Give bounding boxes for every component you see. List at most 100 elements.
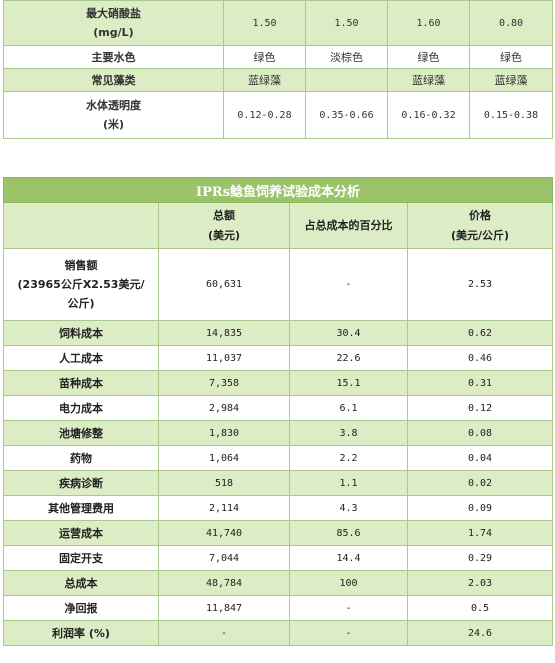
table-row: 其他管理费用 2,114 4.3 0.09 [3,495,554,521]
row-label-line: 销售额 [64,259,98,272]
table-row: 最大硝酸盐 (mg/L) 1.50 1.50 1.60 0.80 [3,0,553,46]
row-label-line: (米) [102,118,125,131]
header-total-label: 总额 [213,208,235,222]
cell-total: 60,631 [158,248,290,321]
table-row: 饲料成本 14,835 30.4 0.62 [3,320,554,346]
row-label: 常见藻类 [3,68,224,92]
table-cell: 蓝绿藻 [223,68,306,92]
header-total: 总额 (美元) [158,202,290,249]
row-label-line: 水体透明度 [86,99,141,112]
table-row: 疾病诊断 518 1.1 0.02 [3,470,554,496]
table-cell: 0.16-0.32 [387,91,470,139]
row-label: 总成本 [3,570,159,596]
row-label: 销售额 (23965公斤X2.53美元/公斤) [3,248,159,321]
cell-price: 2.53 [406,248,554,321]
cell-total: 1,830 [158,420,290,446]
cell-total: 7,044 [158,545,290,571]
header-percent: 占总成本的百分比 [289,202,408,249]
row-label-line: (mg/L) [93,26,134,39]
row-label-line: 公斤) [67,297,95,310]
row-label: 最大硝酸盐 (mg/L) [3,0,224,46]
cell-price: 0.46 [406,345,554,371]
table-cell: 绿色 [469,45,553,69]
row-label-line: 固定开支 [59,551,103,565]
row-label-line: 人工成本 [59,351,103,365]
table-row: 水体透明度 (米) 0.12-0.28 0.35-0.66 0.16-0.32 0.15-… [3,91,553,139]
cost-analysis-table: IPRs鲶鱼饲养试验成本分析 总额 (美元) 占总成本的百分比 价格 (美元/公… [2,177,554,646]
cell-price: 0.02 [406,470,554,496]
row-label: 其他管理费用 [3,495,159,521]
cell-price: 0.09 [406,495,554,521]
water-quality-table: 最大硝酸盐 (mg/L) 1.50 1.50 1.60 0.80 主要水色 绿色 淡棕色 绿色 绿色… [3,0,553,139]
cell-total: 14,835 [158,320,290,346]
cell-percent: 1.1 [289,470,408,496]
table-cell: 0.12-0.28 [223,91,306,139]
cell-total: 48,784 [158,570,290,596]
row-label: 水体透明度 (米) [3,91,224,139]
cell-total: 2,984 [158,395,290,421]
table-cell: 蓝绿藻 [469,68,553,92]
table-title: IPRs鲶鱼饲养试验成本分析 [2,177,554,203]
table-row: 主要水色 绿色 淡棕色 绿色 绿色 [3,45,553,69]
table-cell: 0.35-0.66 [305,91,388,139]
cell-percent: 6.1 [289,395,408,421]
cell-percent: 15.1 [289,370,408,396]
row-label-line: 疾病诊断 [59,476,103,490]
cell-total: 11,037 [158,345,290,371]
row-label: 人工成本 [3,345,159,371]
table-row: 销售额 (23965公斤X2.53美元/公斤) 60,631-2.53 [3,248,554,321]
cell-price: 1.74 [406,520,554,546]
row-label-line: 运营成本 [59,526,103,540]
row-label-line: 常见藻类 [91,73,136,87]
table-cell: 0.15-0.38 [469,91,553,139]
table-cell: 绿色 [223,45,306,69]
table-row: 池塘修整 1,830 3.8 0.08 [3,420,554,446]
cell-total: 7,358 [158,370,290,396]
row-label: 电力成本 [3,395,159,421]
cell-price: 0.5 [406,595,554,621]
table-row: 药物 1,064 2.2 0.04 [3,445,554,471]
cell-percent: 85.6 [289,520,408,546]
table-cell: 绿色 [387,45,470,69]
table-cell: 1.50 [223,0,306,46]
cell-total: 2,114 [158,495,290,521]
table-row: 苗种成本 7,358 15.1 0.31 [3,370,554,396]
row-label-line: 电力成本 [59,401,103,415]
cell-price: 0.08 [406,420,554,446]
table-cell: 1.60 [387,0,470,46]
row-label: 利润率 (%) [3,620,159,646]
cell-price: 0.62 [406,320,554,346]
table-row: 电力成本 2,984 6.1 0.12 [3,395,554,421]
row-label: 运营成本 [3,520,159,546]
table-cell [305,68,388,92]
row-label-line: 池塘修整 [59,426,103,440]
table-row: 净回报 11,847-0.5 [3,595,554,621]
row-label-line: 最大硝酸盐 [86,7,141,20]
cell-percent: 3.8 [289,420,408,446]
row-label-line: 净回报 [64,601,98,615]
header-total-unit: (美元) [207,228,241,242]
row-label-line: 利润率 (%) [52,626,110,640]
table-row: 固定开支 7,044 14.4 0.29 [3,545,554,571]
table-row: 运营成本 41,740 85.6 1.74 [3,520,554,546]
cell-percent: 30.4 [289,320,408,346]
cell-percent: 14.4 [289,545,408,571]
table-row: 人工成本 11,037 22.6 0.46 [3,345,554,371]
row-label: 主要水色 [3,45,224,69]
cell-price: 2.03 [406,570,554,596]
row-label-line: 药物 [70,451,92,465]
table-cell: 淡棕色 [305,45,388,69]
cell-total: 41,740 [158,520,290,546]
table-row: 利润率 (%) - -24.6 [3,620,554,646]
row-label: 净回报 [3,595,159,621]
row-label-line: 主要水色 [91,50,136,64]
row-label-line: 总成本 [64,576,98,590]
cell-total: - [158,620,290,646]
cell-percent: 100 [289,570,408,596]
cell-price: 0.04 [406,445,554,471]
row-label-line: 饲料成本 [59,326,103,340]
cell-percent: 4.3 [289,495,408,521]
row-label-line: (23965公斤X2.53美元/ [17,278,145,291]
cell-total: 11,847 [158,595,290,621]
cell-price: 0.29 [406,545,554,571]
